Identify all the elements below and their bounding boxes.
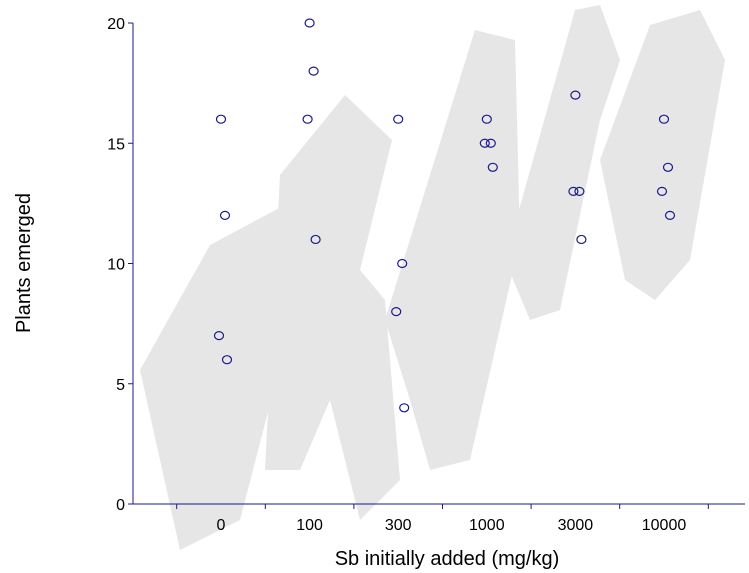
data-point: [397, 258, 408, 269]
data-point: [662, 162, 674, 172]
y-ticks: 0 5 10 15 20: [107, 16, 133, 514]
y-axis-label: Plants emerged: [13, 193, 35, 333]
data-point: [399, 403, 410, 413]
data-point: [576, 234, 587, 245]
data-point: [215, 114, 227, 124]
y-tick-label: 10: [107, 257, 125, 274]
y-tick-label: 15: [107, 136, 125, 153]
x-tick-label: 0: [217, 517, 226, 534]
x-tick-label: 3000: [558, 517, 594, 534]
data-point: [656, 186, 668, 196]
data-point: [219, 210, 231, 220]
y-tick-label: 5: [116, 377, 125, 394]
data-point: [393, 114, 404, 124]
data-point: [213, 331, 225, 341]
data-points: [213, 18, 676, 413]
data-point: [481, 114, 492, 124]
y-tick-label: 20: [107, 16, 125, 33]
data-point: [310, 234, 321, 245]
data-point: [574, 186, 585, 196]
x-tick-label: 300: [385, 517, 412, 534]
data-point: [570, 90, 581, 100]
x-ticks: 0 100 300 1000 3000 10000: [176, 504, 709, 534]
data-point: [479, 138, 490, 148]
data-point: [568, 186, 579, 196]
draft-watermark: [140, 5, 725, 550]
data-point: [485, 138, 496, 148]
data-point: [487, 162, 498, 172]
data-point: [304, 18, 315, 28]
x-tick-label: 10000: [642, 517, 687, 534]
data-point: [391, 307, 402, 317]
x-tick-label: 1000: [469, 517, 505, 534]
x-tick-label: 100: [296, 517, 323, 534]
data-point: [302, 114, 313, 124]
data-point: [658, 114, 670, 124]
data-point: [221, 355, 233, 365]
y-tick-label: 0: [116, 497, 125, 514]
data-point: [308, 66, 319, 76]
data-point: [664, 210, 676, 220]
x-axis-label: Sb initially added (mg/kg): [335, 548, 560, 570]
